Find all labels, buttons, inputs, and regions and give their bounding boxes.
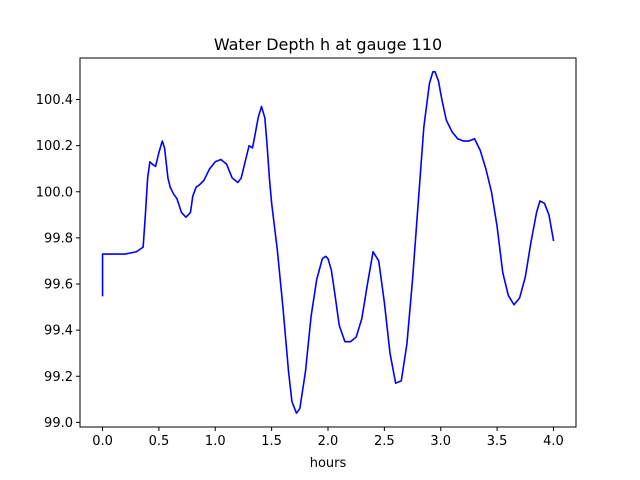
x-tick-label: 1.0: [205, 434, 226, 449]
y-tick-label: 100.2: [36, 139, 73, 154]
axes-frame: [79, 57, 577, 428]
x-tick-label: 4.0: [543, 434, 564, 449]
x-tick-label: 2.5: [374, 434, 395, 449]
x-tick-label: 3.5: [487, 434, 508, 449]
y-tick-label: 99.2: [44, 370, 73, 385]
x-tick-label: 0.5: [149, 434, 170, 449]
y-tick-label: 99.6: [44, 278, 73, 293]
y-tick-label: 100.4: [36, 93, 73, 108]
y-tick-label: 100.0: [36, 185, 73, 200]
y-tick-label: 99.4: [44, 324, 73, 339]
series-line-0: [101, 71, 555, 414]
y-tick-label: 99.8: [44, 231, 73, 246]
chart-title: Water Depth h at gauge 110: [214, 35, 442, 54]
x-tick-label: 2.0: [318, 434, 339, 449]
plot-area: 0.0 0.5 1.0 1.5 2.0 2.5 3.0 3.5 4.0 99.0 99.2 99.4 9…: [36, 57, 577, 449]
x-tick-label: 0.0: [92, 434, 113, 449]
x-tick-label: 3.0: [430, 434, 451, 449]
x-axis-label: hours: [310, 456, 347, 471]
x-tick-label: 1.5: [261, 434, 282, 449]
y-tick-label: 99.0: [44, 416, 73, 431]
